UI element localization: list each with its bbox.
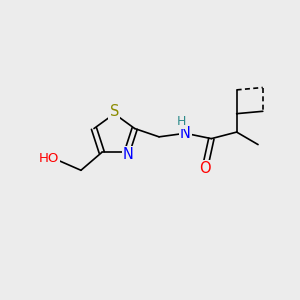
Text: N: N <box>123 147 134 162</box>
Text: O: O <box>200 161 211 176</box>
Text: S: S <box>110 104 119 119</box>
Text: N: N <box>180 126 191 141</box>
Text: H: H <box>177 116 186 128</box>
Text: HO: HO <box>39 152 59 165</box>
